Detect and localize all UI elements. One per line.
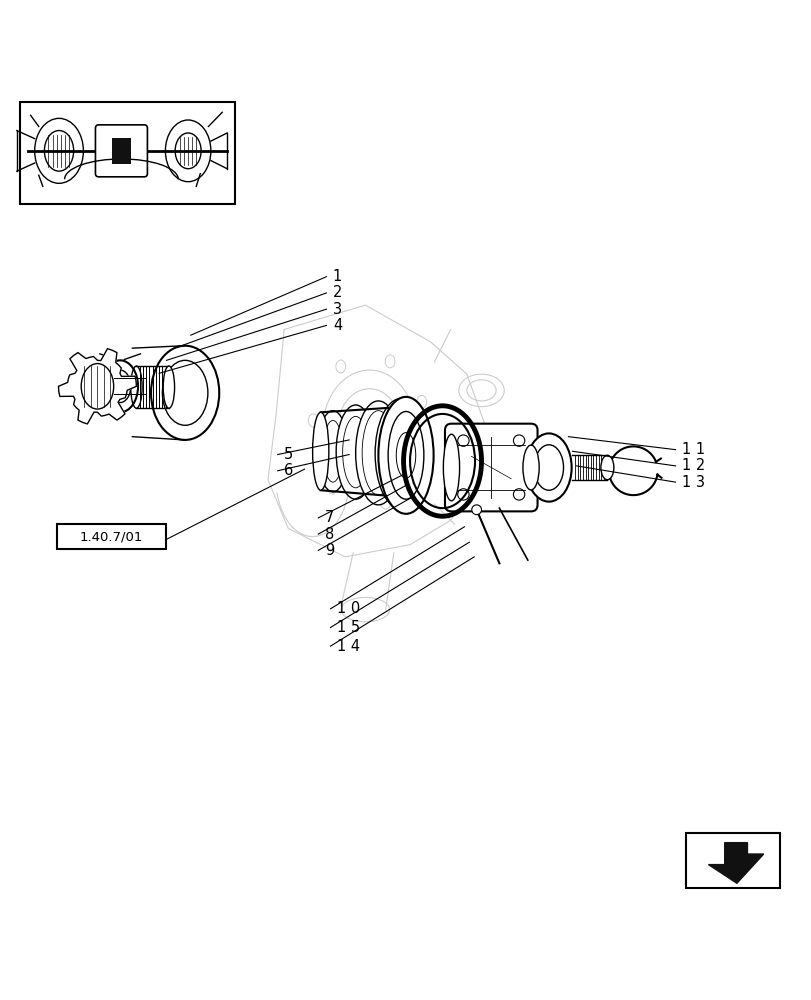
Ellipse shape bbox=[336, 405, 375, 499]
Text: 1 0: 1 0 bbox=[337, 601, 360, 616]
Text: 1 4: 1 4 bbox=[337, 639, 359, 654]
Ellipse shape bbox=[375, 398, 427, 509]
Ellipse shape bbox=[443, 434, 459, 501]
Ellipse shape bbox=[471, 505, 481, 515]
FancyBboxPatch shape bbox=[57, 524, 165, 549]
Text: 6: 6 bbox=[284, 463, 293, 478]
Text: 8: 8 bbox=[324, 527, 333, 542]
Ellipse shape bbox=[317, 411, 348, 492]
Polygon shape bbox=[268, 305, 487, 557]
Ellipse shape bbox=[355, 401, 401, 505]
Text: 1 5: 1 5 bbox=[337, 620, 359, 635]
Text: 4: 4 bbox=[333, 318, 341, 333]
Ellipse shape bbox=[526, 433, 571, 502]
Text: 1 3: 1 3 bbox=[681, 475, 704, 490]
Ellipse shape bbox=[600, 455, 613, 480]
Polygon shape bbox=[707, 843, 762, 883]
Text: 1.40.7/01: 1.40.7/01 bbox=[79, 530, 143, 543]
FancyBboxPatch shape bbox=[444, 424, 537, 511]
Ellipse shape bbox=[163, 366, 174, 408]
Text: 5: 5 bbox=[284, 447, 293, 462]
Text: 9: 9 bbox=[324, 543, 333, 558]
FancyBboxPatch shape bbox=[112, 138, 131, 164]
Ellipse shape bbox=[378, 397, 433, 514]
Text: 3: 3 bbox=[333, 302, 341, 317]
FancyBboxPatch shape bbox=[96, 125, 148, 177]
FancyBboxPatch shape bbox=[20, 102, 235, 204]
Ellipse shape bbox=[312, 412, 328, 490]
FancyBboxPatch shape bbox=[685, 833, 779, 888]
Text: 1 1: 1 1 bbox=[681, 442, 704, 457]
Polygon shape bbox=[58, 349, 136, 424]
Ellipse shape bbox=[522, 445, 539, 490]
Text: 1 2: 1 2 bbox=[681, 458, 705, 473]
Text: 7: 7 bbox=[324, 510, 334, 525]
Text: 1: 1 bbox=[333, 269, 341, 284]
Text: 2: 2 bbox=[333, 285, 342, 300]
